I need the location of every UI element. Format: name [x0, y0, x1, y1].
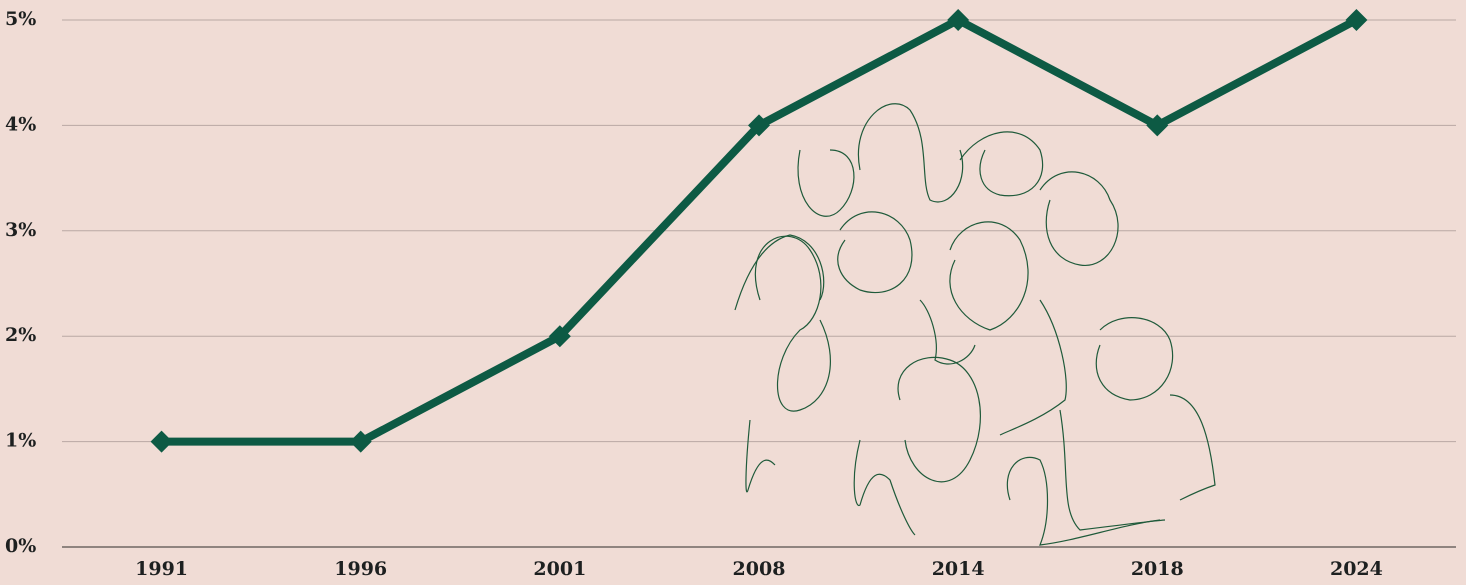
y-tick-label: 3% [5, 219, 36, 241]
y-tick-label: 0% [5, 535, 36, 557]
background [0, 0, 1466, 585]
y-tick-label: 4% [5, 113, 36, 135]
x-tick-label: 2024 [1330, 558, 1383, 580]
x-tick-label: 1991 [135, 558, 188, 580]
x-tick-label: 1996 [334, 558, 387, 580]
chart: 0% 1% 2% 3% 4% 5% 1991 1996 2001 2008 2014 2018 2024 [0, 0, 1466, 585]
x-tick-label: 2018 [1131, 558, 1184, 580]
x-tick-label: 2014 [932, 558, 985, 580]
y-tick-label: 5% [5, 8, 36, 30]
y-tick-label: 1% [5, 430, 36, 452]
page: 0% 1% 2% 3% 4% 5% 1991 1996 2001 2008 2014 2018 2024… [0, 0, 1466, 585]
x-tick-label: 2008 [733, 558, 786, 580]
y-tick-label: 2% [5, 324, 36, 346]
x-tick-label: 2001 [533, 558, 586, 580]
